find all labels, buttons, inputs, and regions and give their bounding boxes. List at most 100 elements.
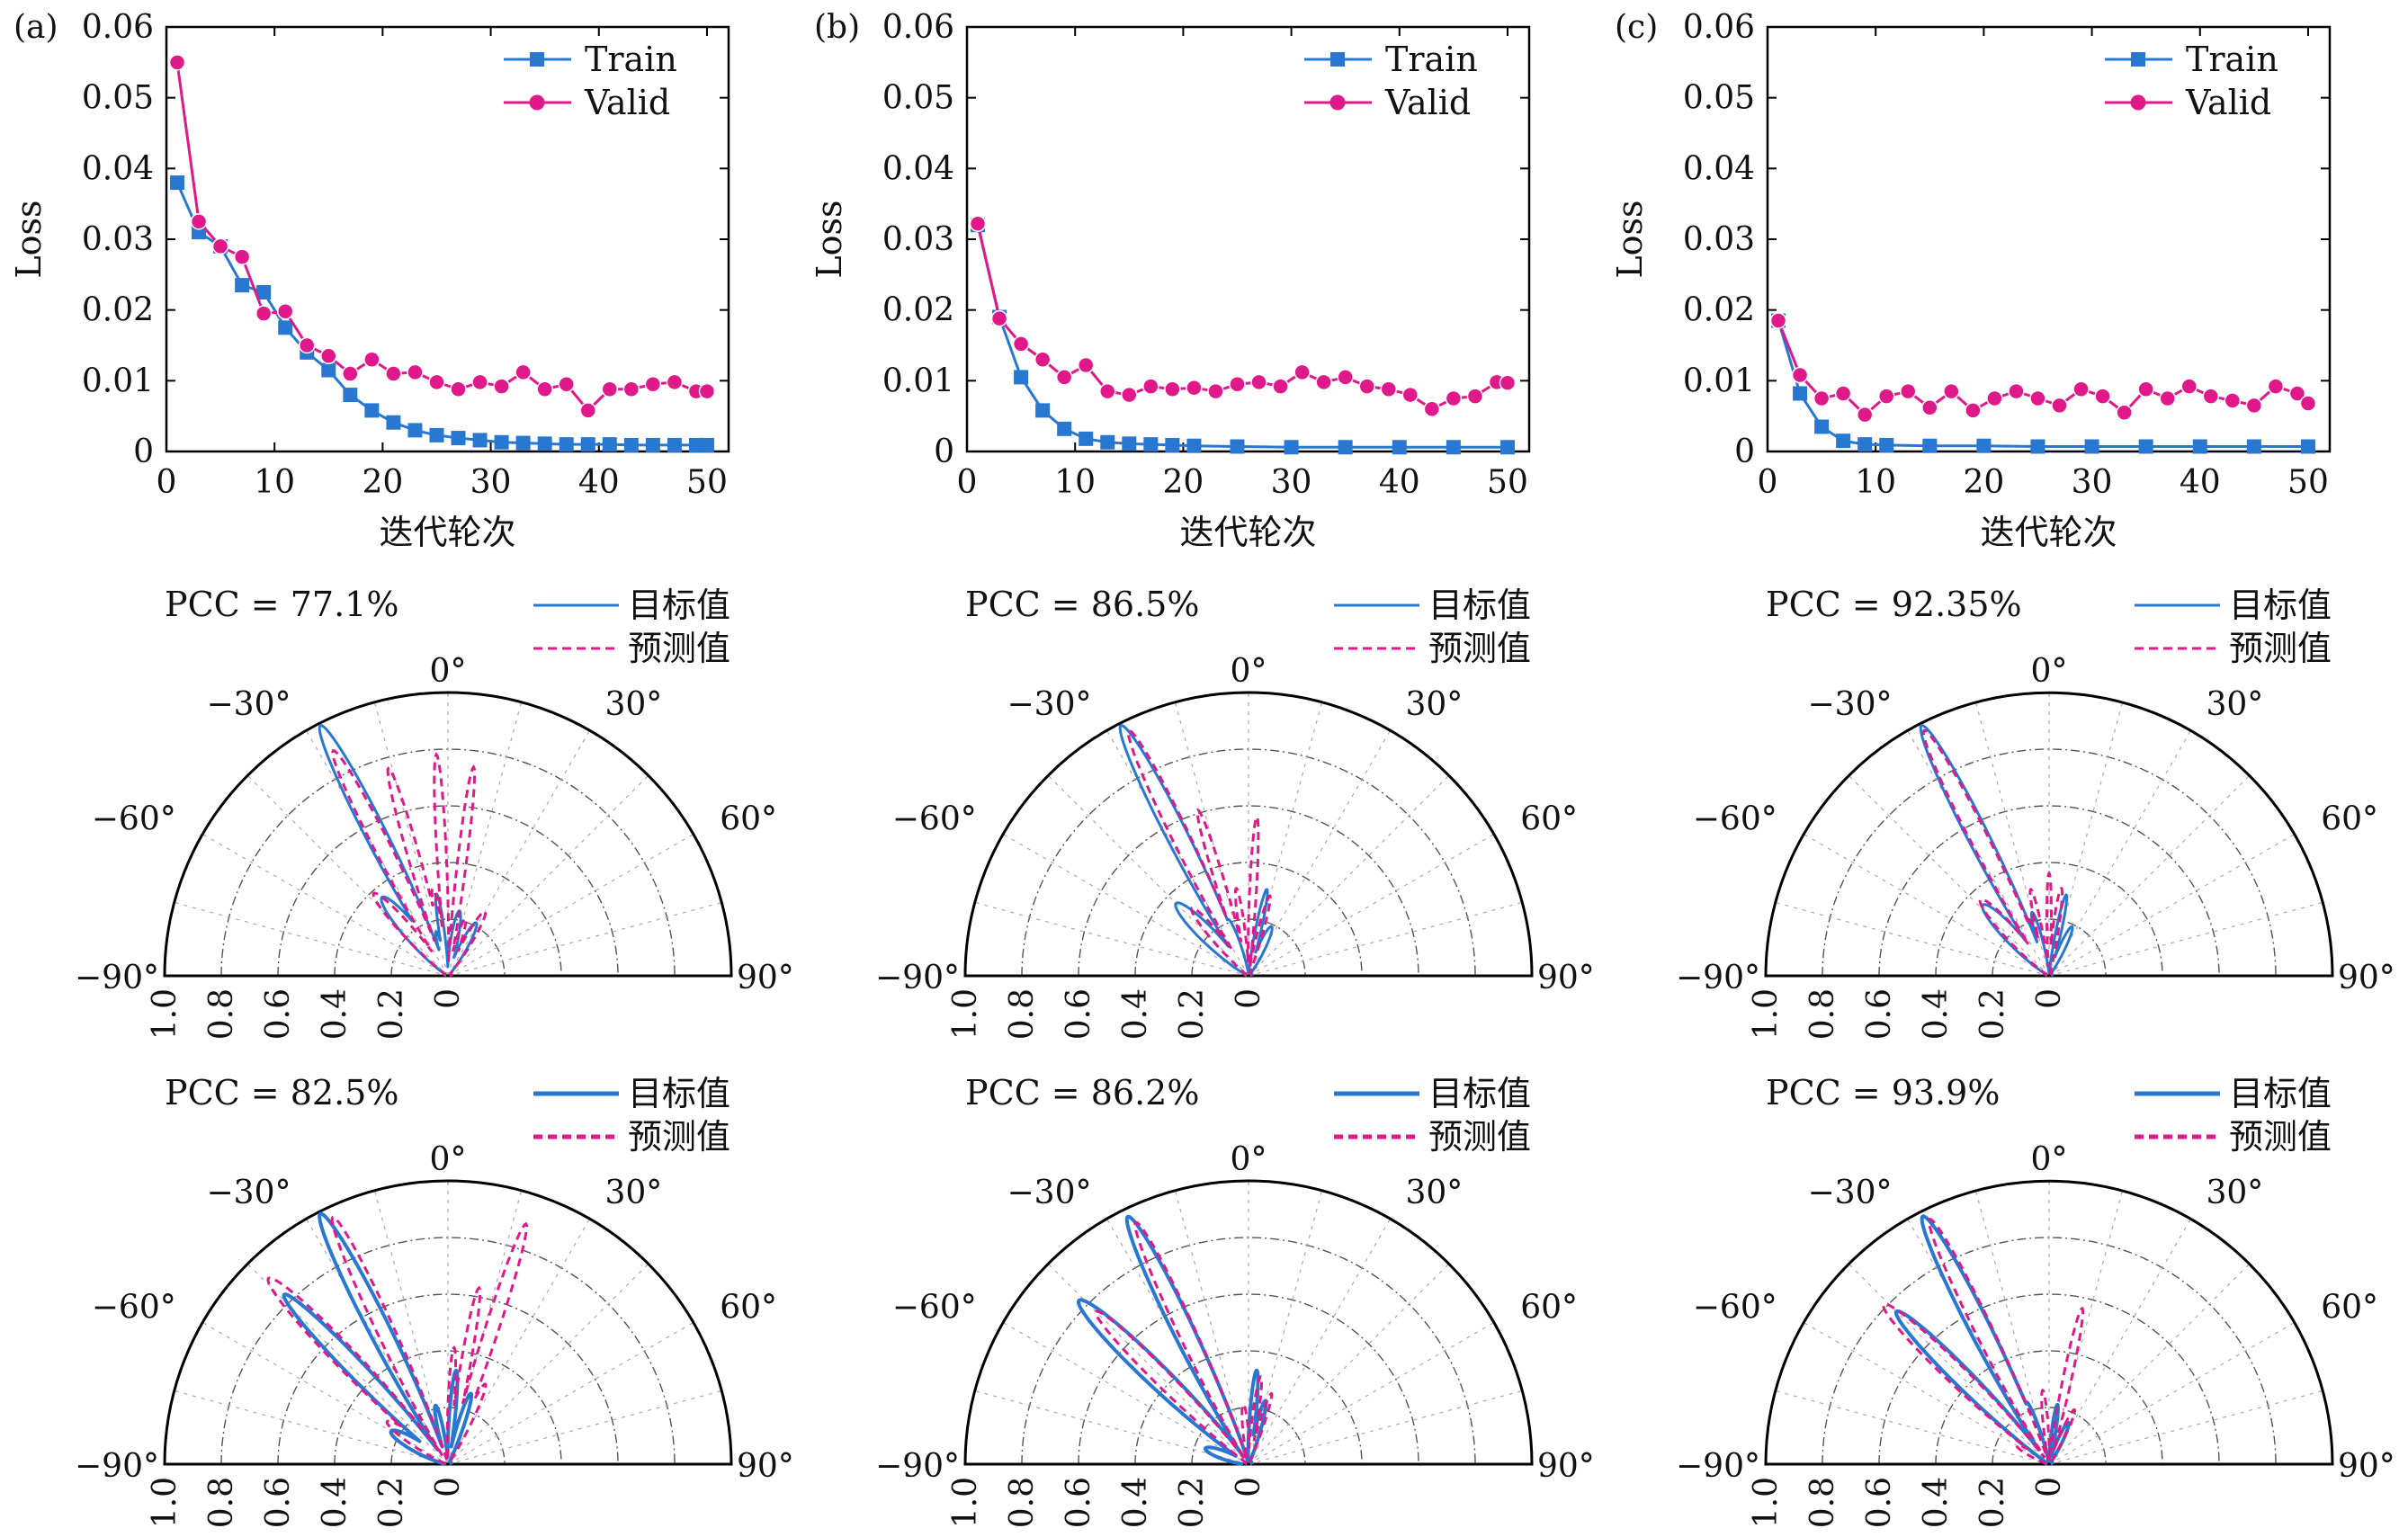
angle-label: 30° xyxy=(1406,1175,1464,1211)
radial-tick-label: 0 xyxy=(2031,988,2068,1009)
angular-grid-spoke xyxy=(1775,1390,2050,1465)
x-tick-label: 50 xyxy=(2287,464,2329,501)
legend-label: 目标值 xyxy=(2229,1074,2332,1113)
radial-tick-label: 0.2 xyxy=(373,988,410,1040)
valid-point xyxy=(2072,380,2090,398)
y-tick-label: 0.02 xyxy=(1683,292,1755,329)
valid-point xyxy=(2051,397,2068,415)
train-point xyxy=(2030,439,2045,454)
radial-tick-label: 0.4 xyxy=(317,988,354,1040)
angle-label: 0° xyxy=(430,1141,467,1178)
angular-grid-spoke xyxy=(1248,774,1450,977)
train-point xyxy=(1186,438,1202,453)
angular-grid-spoke xyxy=(1906,729,2050,977)
valid-point xyxy=(579,402,596,419)
train-point xyxy=(645,437,660,452)
y-tick-label: 0.05 xyxy=(82,80,154,117)
legend-label: 目标值 xyxy=(628,1074,730,1113)
angular-grid-spoke xyxy=(447,1218,591,1465)
y-axis-label: Loss xyxy=(1610,200,1650,278)
y-tick-label: 0 xyxy=(133,433,154,470)
valid-point xyxy=(471,373,488,391)
valid-point xyxy=(1186,379,1203,397)
angle-label: 0° xyxy=(1231,653,1267,690)
legend-label: 预测值 xyxy=(2229,1117,2332,1157)
radial-tick-label: 1.0 xyxy=(1748,1477,1785,1528)
angular-grid-spoke xyxy=(1248,1263,1450,1465)
angular-grid-spoke xyxy=(447,901,722,977)
train-point xyxy=(1392,440,1407,455)
polar-chart-1: −90° −60° −30° 0° 30° 60° 90° 1.0 0.8 0.6 0.4 0.2 0 P… xyxy=(75,585,794,1040)
angle-label: 60° xyxy=(1520,1290,1578,1327)
train-point xyxy=(1446,440,1461,455)
radial-tick-label: 0.6 xyxy=(260,1477,297,1528)
radial-tick-label: 0.4 xyxy=(1918,1477,1955,1528)
x-tick-label: 40 xyxy=(2180,464,2221,501)
x-tick-label: 10 xyxy=(1054,464,1096,501)
legend-label: 预测值 xyxy=(628,629,730,668)
angular-grid-spoke xyxy=(246,1263,449,1465)
angular-grid-spoke xyxy=(1248,1218,1392,1465)
valid-point xyxy=(698,382,716,400)
angular-grid-spoke xyxy=(1803,833,2050,977)
pcc-label: PCC = 92.35% xyxy=(1766,585,2022,624)
valid-point xyxy=(1943,382,1960,400)
angle-label: 30° xyxy=(605,686,663,723)
predicted-pattern xyxy=(1921,728,2064,977)
radial-tick-label: 1.0 xyxy=(947,988,984,1040)
radial-tick-label: 0.8 xyxy=(203,1477,240,1528)
train-point xyxy=(407,423,423,438)
valid-point xyxy=(2159,389,2176,407)
radial-grid-ring xyxy=(1992,1407,2107,1465)
train-point xyxy=(1499,440,1515,455)
radial-grid-ring xyxy=(390,918,506,977)
x-tick-label: 50 xyxy=(1487,464,1528,501)
radial-grid-ring xyxy=(277,1293,619,1465)
legend-label: 预测值 xyxy=(1428,1117,1531,1157)
valid-point xyxy=(2267,378,2285,395)
angular-grid-spoke xyxy=(1906,1218,2050,1465)
y-tick-label: 0.03 xyxy=(1683,221,1755,258)
y-tick-label: 0.03 xyxy=(82,221,154,258)
angle-label: 60° xyxy=(2321,1290,2378,1327)
valid-point xyxy=(2137,380,2154,398)
train-point xyxy=(2246,439,2261,454)
target-pattern xyxy=(1893,1214,2071,1466)
y-tick-label: 0.06 xyxy=(1683,9,1755,46)
valid-point xyxy=(1423,400,1441,418)
legend-label: Train xyxy=(1385,40,1478,79)
radial-tick-label: 0.2 xyxy=(373,1477,410,1528)
train-point xyxy=(2192,439,2207,454)
train-point xyxy=(1165,437,1180,452)
radial-tick-label: 0.4 xyxy=(1117,1477,1154,1528)
x-tick-label: 0 xyxy=(157,464,177,501)
legend-label: 目标值 xyxy=(1428,585,1531,625)
train-point xyxy=(235,278,250,293)
radial-grid-ring xyxy=(334,1350,562,1465)
valid-point xyxy=(1012,335,1030,353)
pcc-label: PCC = 93.9% xyxy=(1766,1073,2000,1113)
valid-point xyxy=(190,213,208,230)
radial-tick-label: 0 xyxy=(1231,988,1267,1009)
legend-label: Valid xyxy=(2185,83,2271,122)
predicted-pattern xyxy=(1126,728,1272,977)
y-tick-label: 0.05 xyxy=(882,80,954,117)
angle-label: 90° xyxy=(1537,960,1595,996)
angular-grid-spoke xyxy=(1848,774,2050,977)
valid-point xyxy=(1499,374,1517,391)
train-point xyxy=(429,427,444,442)
angle-label: −90° xyxy=(75,1448,159,1485)
valid-point xyxy=(2008,382,2025,400)
angle-label: −90° xyxy=(875,960,960,996)
angular-grid-spoke xyxy=(2048,729,2192,977)
train-point xyxy=(1057,421,1072,436)
valid-point xyxy=(1813,389,1831,407)
angular-grid-spoke xyxy=(447,1263,649,1465)
angle-label: −30° xyxy=(1808,686,1893,723)
target-pattern xyxy=(1919,724,2074,978)
angular-grid-spoke xyxy=(1848,1263,2050,1465)
x-tick-label: 40 xyxy=(1379,464,1420,501)
valid-point xyxy=(2180,378,2198,395)
valid-point xyxy=(407,363,424,381)
